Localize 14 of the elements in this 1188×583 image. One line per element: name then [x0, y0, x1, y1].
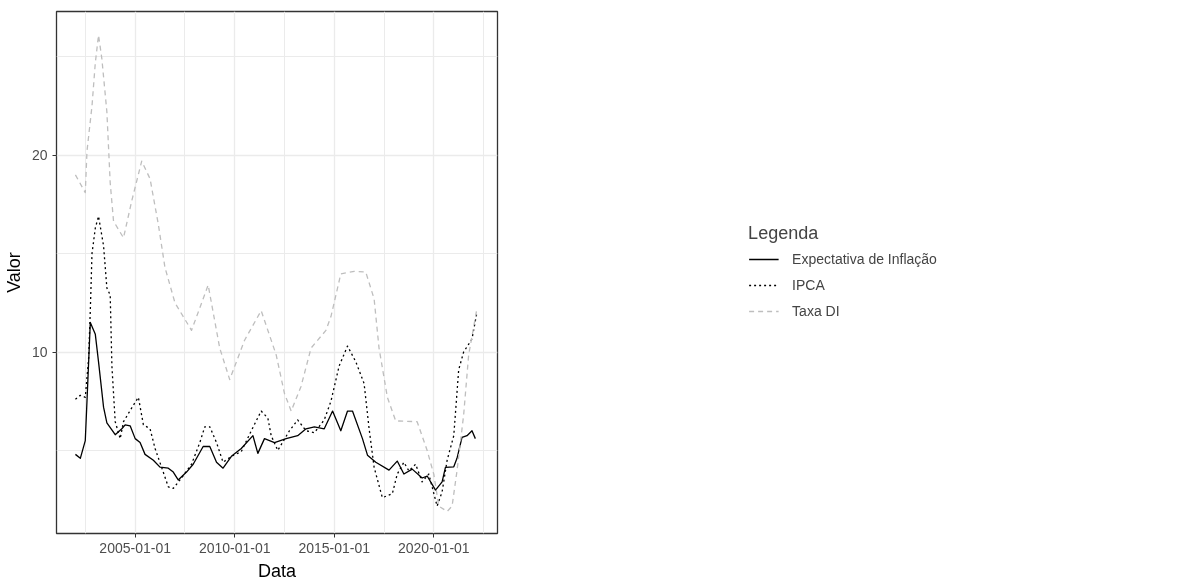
- y-tick-label: 10: [31, 344, 48, 361]
- x-tick-label: 2010-01-01: [198, 539, 271, 556]
- x-tick-label: 2020-01-01: [398, 539, 470, 556]
- legend-label: Expectativa de Inflação: [792, 251, 937, 267]
- x-tick-label: 2005-01-01: [99, 539, 172, 556]
- y-axis-title: Valor: [3, 252, 24, 293]
- legend-label: Taxa DI: [792, 303, 840, 319]
- line-series: [74, 34, 478, 513]
- y-tick-label: 20: [31, 147, 48, 164]
- line-series: [74, 215, 478, 507]
- x-axis-title: Data: [257, 560, 297, 581]
- x-tick-label: 2015-01-01: [298, 539, 371, 556]
- legend-title: Legenda: [748, 223, 820, 244]
- legend-label: IPCA: [792, 277, 825, 293]
